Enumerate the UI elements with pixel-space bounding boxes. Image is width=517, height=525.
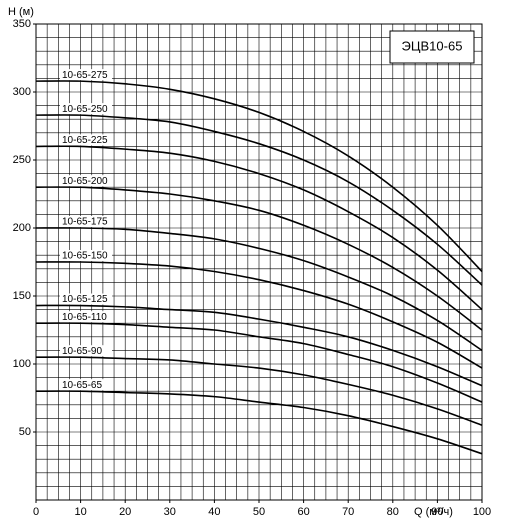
curve-label-bg	[60, 345, 112, 357]
y-tick-label: 150	[13, 290, 31, 302]
title-box	[389, 30, 475, 64]
pump-curve	[35, 145, 483, 311]
x-tick-label: 0	[33, 506, 39, 518]
pump-curve	[35, 186, 483, 331]
curve-label-bg	[60, 103, 112, 115]
x-tick-label: 100	[473, 506, 491, 518]
curve-label-bg	[60, 216, 112, 227]
pump-curve	[35, 227, 483, 352]
x-tick-label: 70	[342, 506, 354, 518]
y-tick-label: 350	[13, 18, 31, 30]
curves	[35, 69, 483, 455]
pump-curve	[35, 304, 483, 387]
curve-label-bg	[60, 311, 112, 323]
x-tick-label: 60	[297, 506, 309, 518]
pump-curve	[35, 356, 483, 426]
pump-curve	[35, 322, 483, 403]
curve-label: 10-65-110	[62, 312, 107, 323]
x-tick-label: 50	[253, 506, 265, 518]
x-tick-label: 40	[208, 506, 220, 518]
y-tick-label: 250	[13, 154, 31, 166]
y-tick-label: 100	[13, 358, 31, 370]
chart-title: ЭЦВ10-65	[402, 38, 463, 53]
y-tick-label: 50	[19, 426, 31, 438]
curve-label: 10-65-175	[62, 217, 108, 228]
curve-label: 10-65-65	[62, 380, 102, 391]
curve-label: 10-65-200	[62, 176, 108, 187]
x-axis-label: Q (м³/ч)	[414, 506, 453, 518]
y-tick-label: 200	[13, 222, 31, 234]
curve-label-bg	[60, 134, 112, 146]
x-tick-label: 30	[164, 506, 176, 518]
pump-curve	[35, 80, 483, 273]
pump-curve	[35, 114, 483, 286]
curve-label: 10-65-125	[62, 294, 108, 305]
x-tick-label: 20	[119, 506, 131, 518]
pump-curve	[35, 261, 483, 369]
curve-label: 10-65-150	[62, 251, 108, 262]
x-tick-label: 80	[387, 506, 399, 518]
curve-label-bg	[60, 250, 112, 261]
curve-label-bg	[60, 175, 112, 187]
x-tick-label: 90	[431, 506, 443, 518]
y-tick-label: 300	[13, 86, 31, 98]
curve-label-bg	[60, 379, 112, 391]
curve-label: 10-65-250	[62, 104, 108, 115]
pump-curve	[35, 390, 483, 455]
curve-label: 10-65-275	[62, 70, 108, 81]
curve-label-bg	[60, 293, 112, 305]
grid	[33, 23, 483, 503]
y-axis-label: H (м)	[8, 6, 34, 18]
curve-label: 10-65-90	[62, 346, 102, 357]
x-tick-label: 10	[74, 506, 86, 518]
curve-label-bg	[60, 69, 112, 81]
curve-label: 10-65-225	[62, 135, 108, 146]
